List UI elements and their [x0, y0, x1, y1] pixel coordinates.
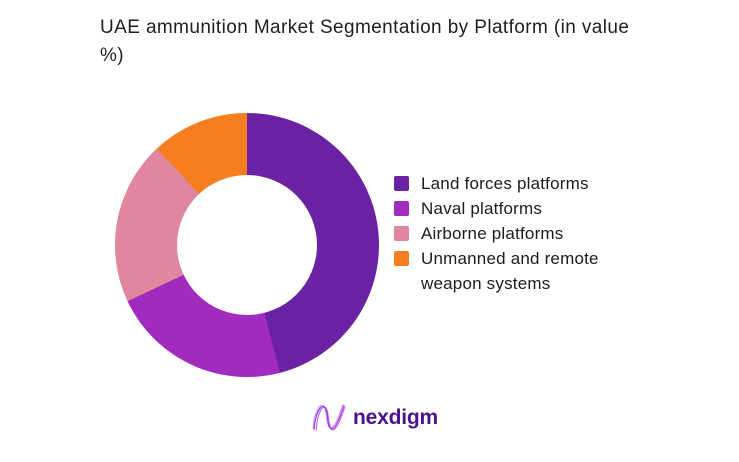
nexdigm-logo-icon [312, 404, 346, 431]
legend-label-land-forces: Land forces platforms [421, 174, 589, 193]
nexdigm-logo-text: nexdigm [353, 406, 438, 429]
legend-swatch-airborne [394, 226, 409, 241]
legend-item-airborne-platforms[interactable]: Airborne platforms [394, 221, 606, 246]
legend-swatch-naval [394, 201, 409, 216]
legend-label-airborne: Airborne platforms [421, 224, 564, 243]
legend-item-naval-platforms[interactable]: Naval platforms [394, 196, 606, 221]
legend-label-unmanned: Unmanned and remote weapon systems [421, 249, 599, 293]
legend-label-naval: Naval platforms [421, 199, 543, 218]
legend-item-land-forces-platforms[interactable]: Land forces platforms [394, 171, 606, 196]
legend-swatch-unmanned [394, 251, 409, 266]
donut-hole [177, 175, 317, 315]
chart-title: UAE ammunition Market Segmentation by Pl… [100, 17, 630, 66]
donut-chart[interactable] [115, 113, 379, 377]
chart-legend: Land forces platforms Naval platforms Ai… [394, 171, 606, 296]
legend-item-unmanned-remote-weapon-systems[interactable]: Unmanned and remote weapon systems [394, 246, 606, 296]
legend-swatch-land-forces [394, 176, 409, 191]
brand-footer: nexdigm [5, 398, 739, 438]
